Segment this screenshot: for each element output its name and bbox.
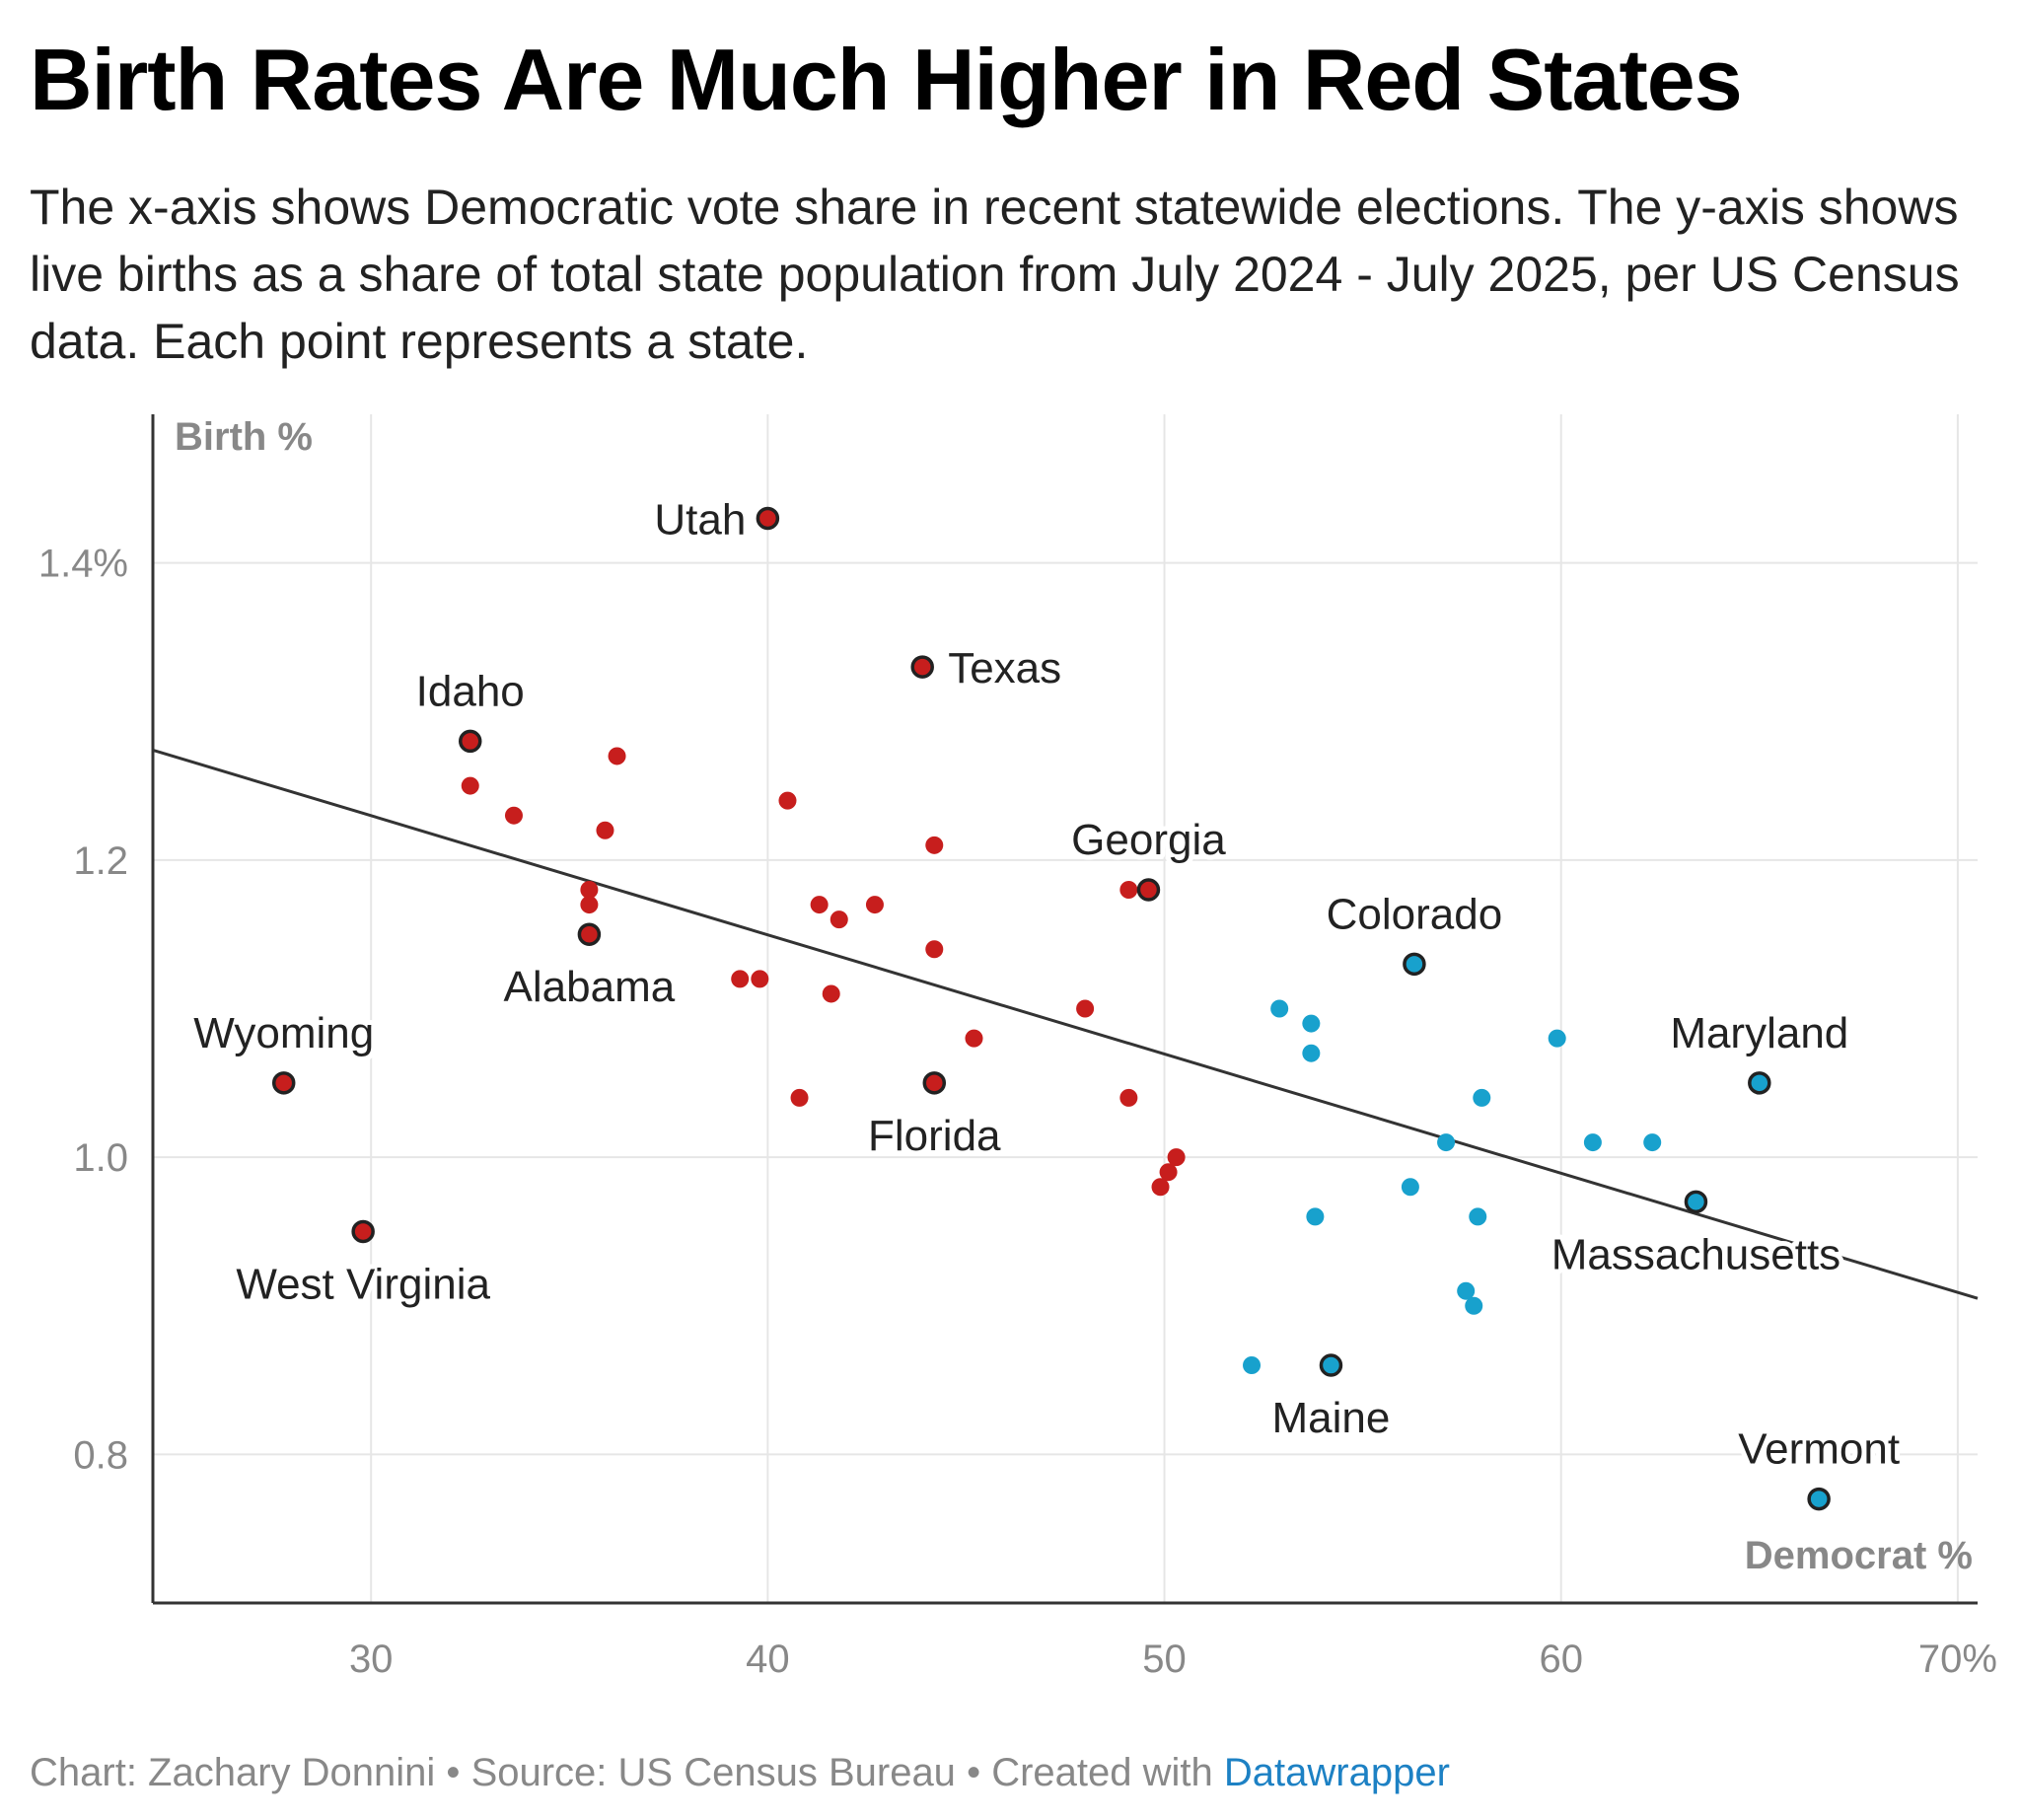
footer-separator: • xyxy=(967,1751,981,1794)
republican-state-point xyxy=(822,984,840,1003)
labeled-state-point xyxy=(922,1071,947,1095)
republican-state-point xyxy=(1167,1148,1186,1167)
labeled-state-point xyxy=(458,729,482,754)
state-label: Massachusetts xyxy=(1551,1230,1840,1278)
x-tick-label: 30 xyxy=(349,1638,394,1681)
republican-state-point xyxy=(608,747,626,765)
republican-state-point xyxy=(830,910,848,929)
democrat-state-point xyxy=(1302,1014,1321,1033)
republican-state-point xyxy=(925,940,944,959)
labeled-state-point xyxy=(271,1071,296,1095)
state-label: Idaho xyxy=(416,667,525,715)
x-tick-label: 40 xyxy=(746,1638,790,1681)
republican-state-point xyxy=(790,1088,809,1107)
footer-created-with: Created with xyxy=(991,1751,1213,1794)
y-tick-label: 1.4% xyxy=(38,543,128,586)
state-label: Maryland xyxy=(1670,1009,1848,1057)
footer-source: Source: US Census Bureau xyxy=(470,1751,956,1794)
footer-chart-by: Chart: Zachary Donnini xyxy=(30,1751,436,1794)
republican-state-point xyxy=(1159,1163,1178,1182)
democrat-state-point xyxy=(1302,1044,1321,1062)
labeled-state-point xyxy=(577,922,602,946)
x-tick-label: 50 xyxy=(1142,1638,1187,1681)
labeled-state-point xyxy=(1136,878,1161,902)
labeled-state-point xyxy=(910,655,934,679)
republican-state-point xyxy=(810,896,829,914)
labeled-state-point xyxy=(1807,1487,1831,1511)
republican-state-point xyxy=(865,896,884,914)
republican-state-point xyxy=(504,806,523,825)
chart-footer: Chart: Zachary Donnini • Source: US Cens… xyxy=(30,1751,1450,1795)
democrat-state-point xyxy=(1457,1281,1476,1300)
republican-state-point xyxy=(580,896,599,914)
democrat-state-point xyxy=(1243,1356,1262,1374)
state-label: Vermont xyxy=(1738,1425,1900,1474)
state-label: Georgia xyxy=(1071,816,1226,864)
state-label: Alabama xyxy=(504,963,676,1011)
republican-state-point xyxy=(751,970,769,988)
democrat-state-point xyxy=(1548,1029,1566,1048)
state-label: West Virginia xyxy=(236,1260,490,1308)
democrat-state-point xyxy=(1465,1296,1483,1315)
republican-state-point xyxy=(1119,1088,1138,1107)
republican-state-point xyxy=(1151,1178,1170,1197)
footer-separator: • xyxy=(446,1751,461,1794)
chart-title: Birth Rates Are Much Higher in Red State… xyxy=(30,31,1743,128)
state-label: Maine xyxy=(1272,1394,1391,1442)
democrat-state-point xyxy=(1583,1133,1602,1152)
chart-subtitle: The x-axis shows Democratic vote share i… xyxy=(30,180,1960,369)
democrat-state-point xyxy=(1469,1207,1487,1226)
republican-state-point xyxy=(925,836,944,854)
y-axis-title: Birth % xyxy=(175,415,313,459)
republican-state-point xyxy=(1076,999,1095,1018)
labeled-state-point xyxy=(1748,1071,1771,1095)
democrat-state-point xyxy=(1437,1133,1456,1152)
y-tick-label: 0.8 xyxy=(73,1433,128,1477)
labeled-state-point xyxy=(756,506,780,531)
labeled-state-point xyxy=(1319,1353,1343,1377)
state-label: Wyoming xyxy=(193,1009,374,1057)
labeled-state-point xyxy=(1403,952,1426,977)
democrat-state-point xyxy=(1473,1088,1491,1107)
labeled-state-point xyxy=(351,1219,375,1244)
republican-state-point xyxy=(965,1029,983,1048)
democrat-state-point xyxy=(1643,1133,1662,1152)
republican-state-point xyxy=(580,881,599,899)
y-tick-label: 1.0 xyxy=(73,1136,128,1180)
democrat-state-point xyxy=(1306,1207,1325,1226)
state-label: Texas xyxy=(948,644,1061,692)
trend-line xyxy=(152,748,1979,1300)
x-tick-label: 60 xyxy=(1539,1638,1583,1681)
state-label: Florida xyxy=(868,1112,1001,1160)
republican-state-point xyxy=(778,791,797,810)
republican-state-point xyxy=(1119,881,1138,899)
x-tick-label: 70% xyxy=(1918,1638,1997,1681)
republican-state-point xyxy=(461,776,479,795)
republican-state-point xyxy=(596,821,614,839)
labeled-state-point xyxy=(1684,1190,1708,1214)
republican-state-point xyxy=(731,970,750,988)
democrat-state-point xyxy=(1270,999,1289,1018)
y-tick-label: 1.2 xyxy=(73,839,128,883)
state-label: Utah xyxy=(654,495,746,544)
state-label: Colorado xyxy=(1327,890,1503,938)
datawrapper-link[interactable]: Datawrapper xyxy=(1223,1751,1450,1794)
x-axis-title: Democrat % xyxy=(1745,1534,1973,1577)
democrat-state-point xyxy=(1401,1178,1419,1197)
